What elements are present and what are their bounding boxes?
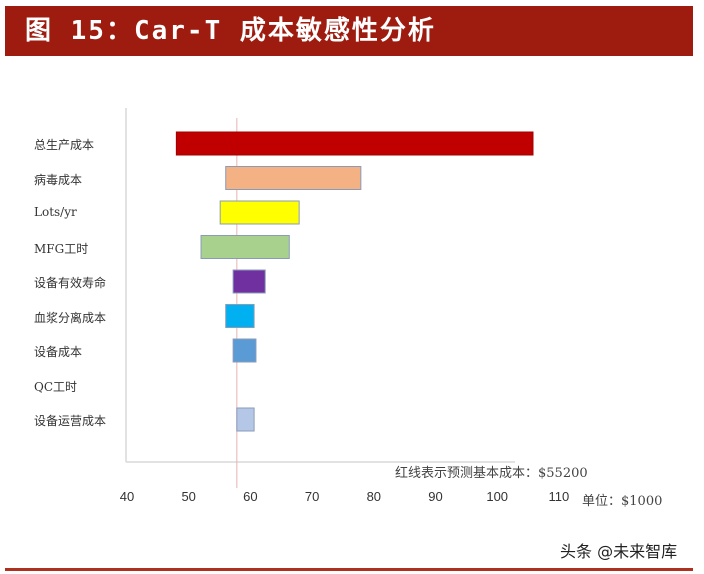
category-label: 总生产成本 [34,138,95,152]
x-tick-label: 100 [486,489,509,504]
category-label: 病毒成本 [34,172,83,187]
bar [225,304,255,328]
bar [236,407,255,432]
category-label: 设备运营成本 [34,414,107,428]
bar [225,166,362,190]
x-tick-label: 110 [548,489,570,504]
bottom-divider [5,568,693,571]
x-tick-label: 40 [119,489,135,504]
x-tick-label: 60 [243,489,258,504]
category-label: 血浆分离成本 [34,310,107,325]
bar [232,338,257,363]
unit-label: 单位：$1000 [582,494,663,509]
bar [200,235,290,259]
category-label: Lots/yr [34,205,77,219]
reference-note: 红线表示预测基本成本：$55200 [395,466,588,481]
watermark: 头条 @未来智库 [560,542,678,561]
title-bar: 图 15：Car-T 成本敏感性分析 [5,6,693,56]
x-tick-label: 80 [366,489,382,504]
bar [219,200,300,225]
category-label: 设备有效寿命 [34,276,107,290]
category-label: QC工时 [34,379,78,394]
x-tick-label: 50 [181,489,196,504]
x-tick-label: 70 [304,489,320,504]
category-label: 设备成本 [34,345,83,359]
x-tick-label: 90 [428,489,443,504]
category-label: MFG工时 [34,241,89,256]
bar [175,131,534,156]
bar [232,269,266,294]
figure-title: 图 15：Car-T 成本敏感性分析 [25,16,436,46]
